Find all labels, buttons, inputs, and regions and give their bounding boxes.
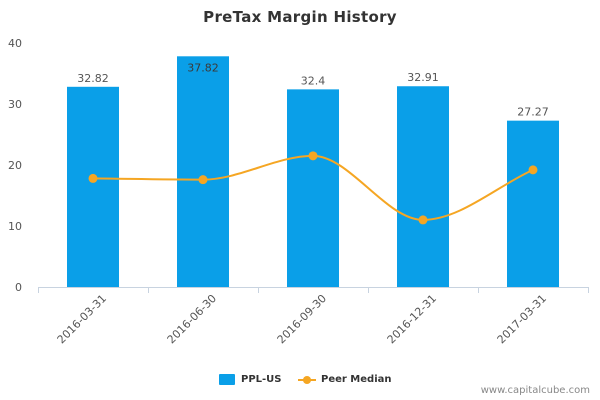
x-tick-label: 2016-09-30	[275, 292, 329, 346]
y-tick-label: 20	[8, 159, 22, 172]
bar	[397, 86, 449, 288]
legend-label: Peer Median	[321, 374, 392, 385]
peer-median-point	[418, 215, 428, 225]
bar	[177, 56, 229, 287]
y-tick-label: 10	[8, 220, 22, 233]
x-tick-label: 2017-03-31	[495, 292, 549, 346]
y-tick-label: 40	[8, 37, 22, 50]
credit-text: www.capitalcube.com	[480, 385, 590, 396]
legend: PPL-US Peer Median	[0, 374, 600, 390]
bar	[287, 89, 339, 287]
bar-data-label: 32.82	[77, 72, 109, 85]
legend-item-ppl-us[interactable]: PPL-US	[219, 374, 282, 385]
peer-median-point	[198, 175, 208, 185]
legend-item-peer-median[interactable]: Peer Median	[298, 374, 392, 385]
legend-label: PPL-US	[241, 374, 282, 385]
x-tick-label: 2016-06-30	[165, 292, 219, 346]
bar-data-label: 32.91	[407, 71, 439, 84]
bar-data-label: 27.27	[517, 106, 549, 119]
peer-median-point	[308, 151, 318, 161]
legend-line-swatch	[298, 374, 316, 385]
y-tick-label: 30	[8, 98, 22, 111]
bar	[507, 120, 559, 287]
x-tick-label: 2016-03-31	[55, 292, 109, 346]
x-tick-label: 2016-12-31	[385, 292, 439, 346]
bar-data-label: 37.82	[187, 61, 219, 74]
legend-bar-swatch	[219, 374, 235, 385]
chart-title: PreTax Margin History	[203, 8, 397, 26]
peer-median-point	[88, 173, 98, 183]
bar-data-label: 32.4	[301, 74, 326, 87]
y-tick-label: 0	[15, 281, 22, 294]
bar	[67, 86, 119, 287]
peer-median-point	[528, 165, 538, 175]
